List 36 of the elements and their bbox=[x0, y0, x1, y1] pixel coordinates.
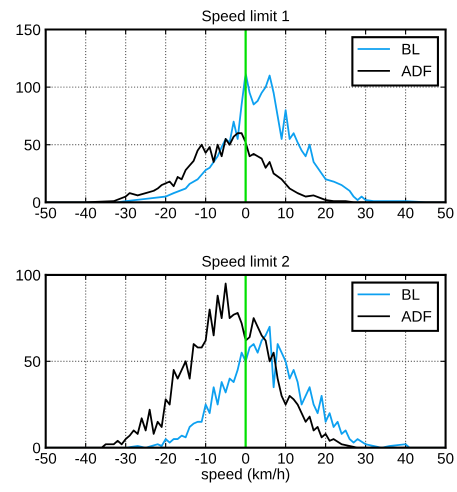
x-tick-label: 0 bbox=[242, 452, 250, 464]
x-tick-label: -40 bbox=[75, 452, 96, 464]
x-tick-label: -30 bbox=[115, 208, 136, 218]
x-tick-label: 10 bbox=[278, 208, 294, 218]
y-tick-label: 150 bbox=[16, 24, 40, 36]
y-tick-label: 100 bbox=[16, 82, 40, 93]
x-tick-label: 40 bbox=[397, 452, 414, 464]
legend-label: BL bbox=[402, 289, 420, 300]
x-tick-label: -30 bbox=[115, 452, 136, 464]
chart-title: Speed limit 2 bbox=[202, 256, 290, 270]
x-tick-label: 20 bbox=[318, 452, 334, 464]
x-tick-label: -50 bbox=[35, 452, 56, 464]
y-tick-label: 0 bbox=[32, 197, 40, 208]
x-tick-label: 50 bbox=[438, 452, 454, 464]
x-tick-label: 30 bbox=[358, 208, 374, 218]
x-tick-label: 0 bbox=[242, 208, 250, 218]
x-tick-label: 30 bbox=[358, 452, 374, 464]
y-tick-label: 50 bbox=[24, 140, 40, 150]
chart-title: Speed limit 1 bbox=[202, 10, 290, 24]
y-tick-label: 100 bbox=[16, 270, 40, 281]
x-tick-label: -20 bbox=[155, 208, 176, 218]
x-tick-label: -50 bbox=[35, 208, 56, 218]
y-tick-label: 50 bbox=[24, 356, 40, 367]
x-tick-label: -40 bbox=[75, 208, 96, 218]
y-tick-label: 0 bbox=[32, 442, 40, 454]
legend-label: ADF bbox=[401, 311, 432, 322]
x-tick-label: -10 bbox=[195, 208, 216, 218]
x-tick-label: -10 bbox=[195, 452, 216, 464]
x-tick-label: 40 bbox=[397, 208, 414, 218]
x-tick-label: -20 bbox=[155, 452, 176, 464]
x-axis-title: speed (km/h) bbox=[201, 468, 290, 482]
x-tick-label: 20 bbox=[318, 208, 334, 218]
x-tick-label: 10 bbox=[278, 452, 294, 464]
legend-label: ADF bbox=[401, 66, 432, 76]
x-tick-label: 50 bbox=[438, 208, 454, 218]
legend-label: BL bbox=[402, 44, 420, 54]
